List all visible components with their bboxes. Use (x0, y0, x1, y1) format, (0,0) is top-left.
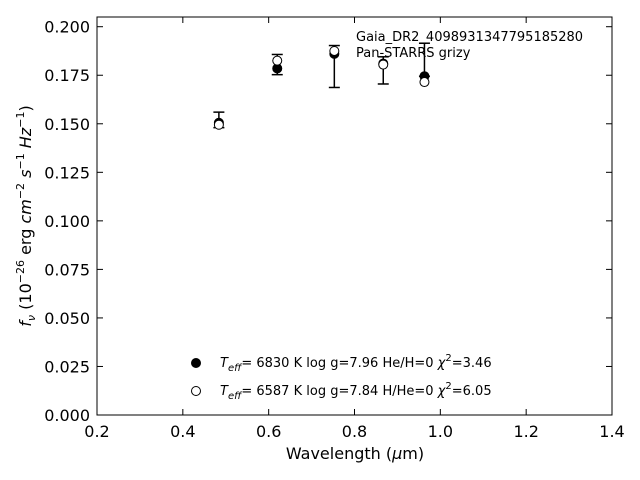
plot-frame (96, 16, 613, 416)
legend-marker-filled (191, 358, 201, 368)
x-axis-label: Wavelength (μm) (286, 444, 424, 463)
data-points (213, 45, 430, 130)
object-id-annotation: Gaia_DR2_4098931347795185280 (356, 30, 583, 45)
model-point-open (272, 55, 283, 66)
legend-entry-1: Teff= 6830 K log g=7.96 He/H=0 χ2=3.46 (220, 353, 492, 374)
x-tick-label: 1.0 (428, 422, 453, 441)
x-tick-label: 0.8 (342, 422, 367, 441)
y-tick-label: 0.050 (44, 309, 90, 328)
x-tick-label: 1.2 (513, 422, 538, 441)
model-point-open (329, 45, 340, 56)
legend: Teff= 6830 K log g=7.96 He/H=0 χ2=3.46 T… (191, 353, 492, 402)
y-tick-label: 0.075 (44, 260, 90, 279)
legend-marker-open (191, 386, 201, 396)
survey-annotation: Pan-STARRS grizy (356, 46, 471, 61)
tick-labels: 0.2 0.4 0.6 0.8 1.0 1.2 1.4 0.000 0.025 0.050 0.07… (44, 18, 625, 441)
y-tick-label: 0.100 (44, 212, 90, 231)
model-point-open (213, 119, 224, 130)
y-tick-label: 0.175 (44, 66, 90, 85)
x-tick-label: 0.4 (170, 422, 195, 441)
x-tick-label: 1.4 (599, 422, 624, 441)
y-tick-label: 0.150 (44, 115, 90, 134)
y-tick-label: 0.000 (44, 406, 90, 425)
model-point-open (419, 77, 430, 88)
y-tick-label: 0.200 (44, 18, 90, 37)
model-point-open (378, 59, 389, 70)
x-tick-label: 0.2 (84, 422, 109, 441)
x-tick-label: 0.6 (256, 422, 281, 441)
y-tick-label: 0.025 (44, 357, 90, 376)
y-tick-label: 0.125 (44, 163, 90, 182)
legend-entry-2: Teff= 6587 K log g=7.84 H/He=0 χ2=6.05 (220, 381, 492, 402)
y-axis-label: fν (10−26 erg cm−2 s−1 Hz−1) (14, 105, 38, 326)
